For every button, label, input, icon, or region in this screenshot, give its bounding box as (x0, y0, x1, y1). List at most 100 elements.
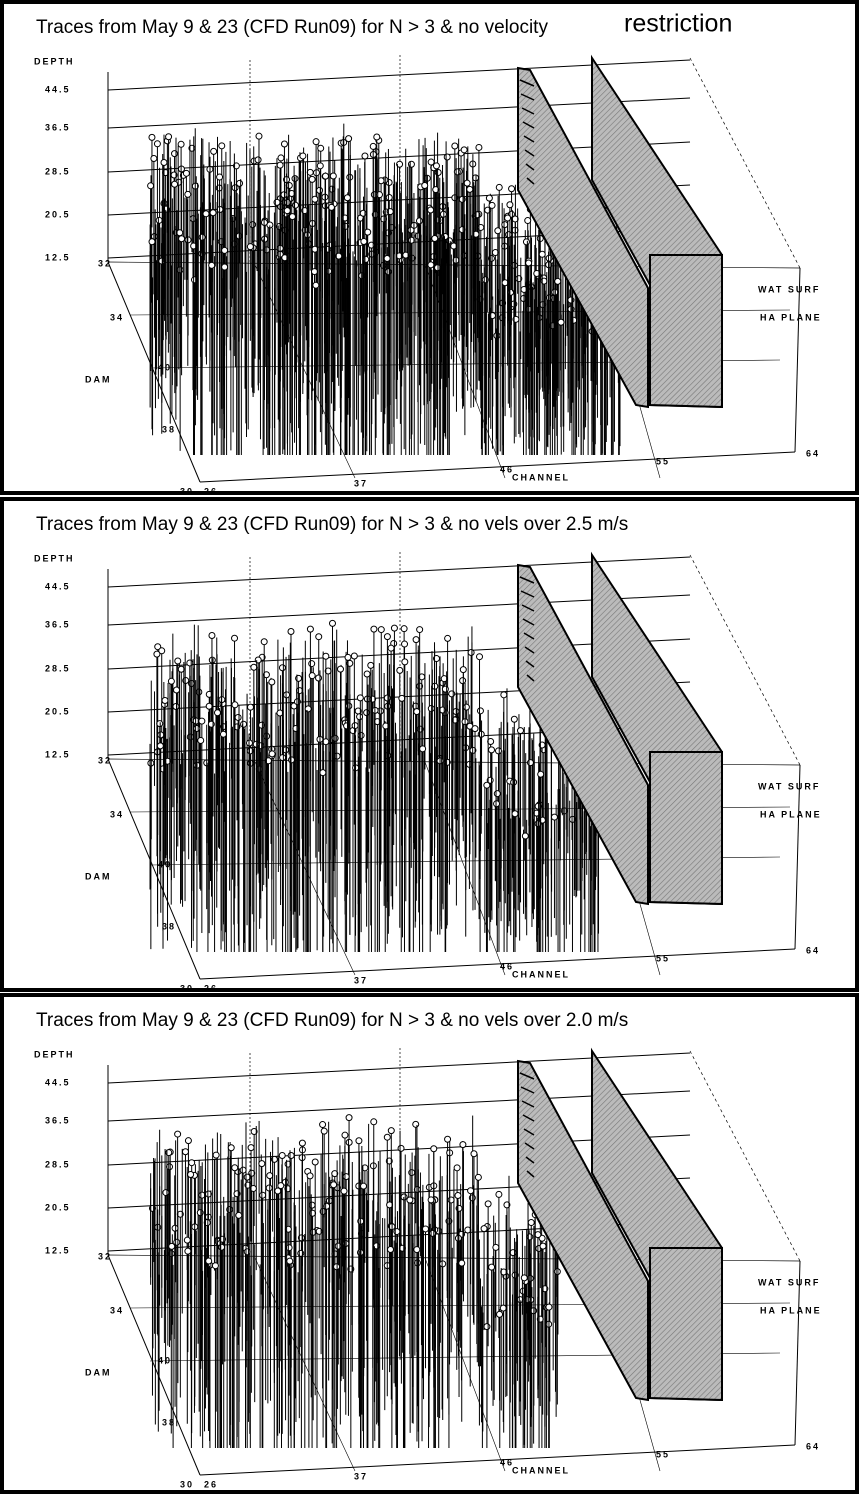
trace-head (454, 1165, 460, 1171)
trace-head (386, 194, 392, 200)
channel-tick: 26 (204, 486, 218, 496)
depth-tick: 20.5 (45, 209, 71, 219)
trace-head (417, 627, 423, 633)
trace-head (214, 710, 220, 716)
trace-head (321, 1128, 327, 1134)
trace-head (184, 1237, 190, 1243)
trace-head (316, 675, 322, 681)
trace-head (444, 154, 450, 160)
trace-head (149, 239, 155, 245)
trace-head (484, 1324, 490, 1330)
trace-head (506, 232, 512, 238)
trace-head (384, 255, 390, 261)
trace-head (459, 1260, 465, 1266)
dam-tick: 30 (180, 983, 194, 993)
trace-head (228, 1145, 234, 1151)
trace-head (177, 230, 183, 236)
trace-head (500, 1305, 506, 1311)
trace-head (422, 182, 428, 188)
trace-head (222, 264, 228, 270)
trace-head (281, 141, 287, 147)
channel-tick: 64 (806, 448, 820, 458)
trace-head (174, 1239, 180, 1245)
trace-head (485, 1201, 491, 1207)
trace-head (344, 195, 350, 201)
trace-head (154, 651, 160, 657)
trace-head (512, 811, 518, 817)
trace-head (209, 262, 215, 268)
channel-tick: 64 (806, 1441, 820, 1451)
trace-head (313, 139, 319, 145)
trace-head (496, 184, 502, 190)
dam-tick: 32 (98, 755, 112, 765)
trace-head (194, 726, 200, 732)
trace-head (320, 770, 326, 776)
trace-head (161, 160, 167, 166)
dam-tick: 40 (158, 1355, 172, 1365)
wire-line (795, 765, 800, 949)
dam-tick: 34 (110, 809, 124, 819)
trace-head (413, 637, 419, 643)
trace-head (475, 1174, 481, 1180)
panel: Traces from May 9 & 23 (CFD Run09) for N… (2, 499, 857, 993)
trace-head (428, 262, 434, 268)
dam-tick: 34 (110, 312, 124, 322)
trace-head (154, 141, 160, 147)
trace-head (501, 692, 507, 698)
channel-tick: 55 (656, 953, 670, 963)
trace-head (384, 634, 390, 640)
dam-label: DAM (85, 374, 112, 384)
trace-head (320, 1122, 326, 1128)
trace-head (509, 186, 515, 192)
trace-head (217, 174, 223, 180)
channel-tick: 55 (656, 456, 670, 466)
trace-head (316, 634, 322, 640)
trace-head (521, 1275, 527, 1281)
trace-head (185, 191, 191, 197)
trace-head (277, 162, 283, 168)
trace-head (523, 239, 529, 245)
trace-head (554, 1269, 560, 1275)
trace-head (346, 136, 352, 142)
trace-head (289, 214, 295, 220)
channel-tick: 64 (806, 945, 820, 955)
trace-head (371, 1119, 377, 1125)
panel-title-suffix: restriction (624, 10, 732, 38)
trace-head (361, 238, 367, 244)
trace-head (484, 782, 490, 788)
trace-head (413, 1121, 419, 1127)
depth-tick: 12.5 (45, 1245, 71, 1255)
trace-head (495, 228, 501, 234)
trace-head (477, 654, 483, 660)
trace-head (203, 211, 209, 217)
dam-tick: 30 (180, 486, 194, 496)
trace-head (232, 185, 238, 191)
trace-head (398, 1145, 404, 1151)
depth-label: DEPTH (34, 553, 75, 563)
trace-head (464, 180, 470, 186)
dam-tick: 40 (158, 362, 172, 372)
trace-head (538, 771, 544, 777)
trace-head (307, 169, 313, 175)
depth-tick: 36.5 (45, 122, 71, 132)
trace-head (183, 170, 189, 176)
trace-head (494, 801, 500, 807)
trace-head (352, 723, 358, 729)
trace-head (471, 1151, 477, 1157)
trace-head (388, 645, 394, 651)
trace-head (188, 1172, 194, 1178)
trace-head (163, 1190, 169, 1196)
trace-head (505, 215, 511, 221)
trace-head (496, 1191, 502, 1197)
trace-head (151, 155, 157, 161)
depth-tick: 44.5 (45, 1077, 71, 1087)
trace-head (334, 1264, 340, 1270)
trace-head (497, 1311, 503, 1317)
trace-head (489, 1264, 495, 1270)
panel: Traces from May 9 & 23 (CFD Run09) for N… (2, 995, 857, 1492)
trace-head (558, 319, 564, 325)
trace-head (467, 186, 473, 192)
depth-tick: 12.5 (45, 252, 71, 262)
dam-tick: 38 (162, 921, 176, 931)
trace-head (539, 251, 545, 257)
